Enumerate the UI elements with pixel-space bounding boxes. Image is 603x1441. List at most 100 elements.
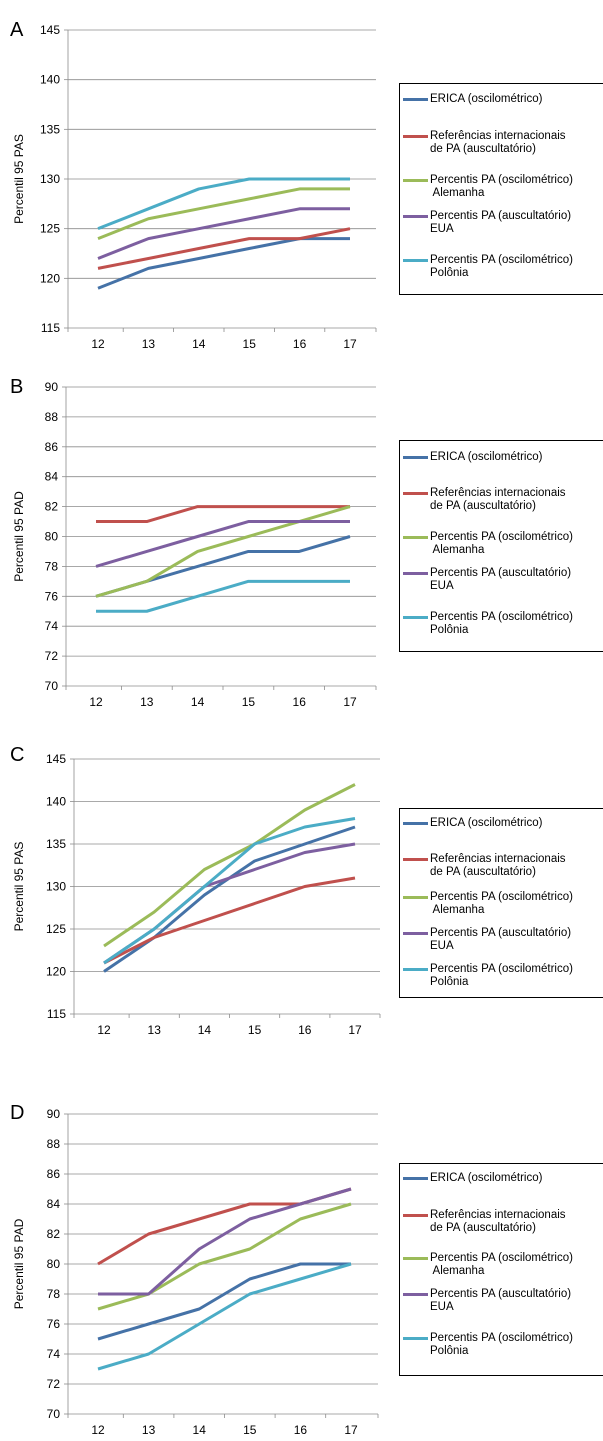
y-tick-label: 72 (47, 1377, 61, 1391)
legend-label: ERICA (oscilométrico) (430, 1172, 543, 1184)
panel-label-b: B (10, 376, 23, 398)
legend-swatch (403, 1293, 428, 1296)
x-tick-label: 12 (97, 1023, 111, 1037)
y-tick-label: 82 (47, 1227, 61, 1241)
y-tick-label: 135 (40, 122, 60, 136)
x-tick-label: 16 (294, 1423, 308, 1436)
series-line-3 (95, 505, 351, 598)
legend-label: Percentis PA (auscultatório) EUA (430, 210, 572, 235)
x-tick-label: 14 (191, 695, 205, 709)
x-tick-label: 12 (91, 1423, 105, 1436)
legend-swatch (403, 616, 428, 619)
y-tick-label: 125 (46, 922, 66, 936)
x-tick-label: 12 (89, 695, 103, 709)
series-line-5 (103, 817, 356, 965)
series-line-1 (97, 1262, 351, 1341)
legend-swatch (403, 932, 428, 935)
x-tick-label: 15 (248, 1023, 262, 1037)
y-tick-label: 88 (45, 410, 59, 424)
y-tick-label: 115 (41, 321, 60, 335)
y-tick-label: 145 (46, 752, 66, 766)
legend-label: ERICA (oscilométrico) (430, 93, 543, 105)
series-line-3 (97, 187, 350, 240)
legend-label: Percentis PA (oscilométrico) Alemanha (430, 174, 573, 199)
legend-swatch (403, 1177, 428, 1180)
legend-swatch (403, 1214, 428, 1217)
panel-label-a: A (10, 19, 24, 41)
legend-label: Percentis PA (oscilométrico) Polônia (430, 963, 573, 988)
legend-b: ERICA (oscilométrico) Referências interna… (399, 440, 603, 652)
y-tick-label: 140 (46, 795, 66, 809)
x-tick-label: 13 (142, 1423, 156, 1436)
y-tick-label: 86 (47, 1167, 61, 1181)
y-axis-label: Percentil 95 PAD (12, 491, 26, 582)
legend-swatch (403, 968, 428, 971)
series-line-2 (103, 876, 356, 965)
y-tick-label: 84 (47, 1197, 61, 1211)
legend-swatch (403, 858, 428, 861)
x-tick-label: 17 (344, 1423, 358, 1436)
x-tick-label: 15 (243, 337, 257, 351)
x-tick-label: 14 (193, 1423, 207, 1436)
y-tick-label: 78 (47, 1287, 61, 1301)
y-tick-label: 76 (47, 1317, 61, 1331)
y-tick-label: 74 (47, 1347, 61, 1361)
series-line-4 (98, 1187, 352, 1296)
y-tick-label: 140 (40, 73, 60, 87)
legend-swatch (403, 456, 428, 459)
x-tick-label: 15 (242, 695, 256, 709)
y-tick-label: 90 (47, 1107, 61, 1121)
legend-label: Percentis PA (oscilométrico) Alemanha (430, 531, 573, 556)
legend-label: Percentis PA (auscultatório) EUA (430, 1288, 572, 1313)
legend-swatch (403, 896, 428, 899)
legend-label: Percentis PA (oscilométrico) Alemanha (430, 1252, 573, 1277)
panel-b: B 70 72 74 76 78 80 82 84 86 88 90 12 13 14 15 16 17 Perce… (10, 376, 377, 709)
x-tick-label: 15 (243, 1423, 257, 1436)
x-tick-label: 13 (140, 695, 154, 709)
series-line-4 (97, 207, 350, 260)
legend-label: ERICA (oscilométrico) (430, 451, 543, 463)
legend-label: Percentis PA (oscilométrico) Alemanha (430, 891, 573, 916)
panel-label-d: D (10, 1102, 24, 1124)
panel-d: D 70 72 74 76 78 80 82 84 86 88 90 12 13 14 15 16 17 Perce… (10, 1102, 379, 1437)
x-tick-label: 16 (293, 695, 307, 709)
legend-label: Percentis PA (oscilométrico) Polônia (430, 1332, 573, 1357)
legend-label: Percentis PA (oscilométrico) Polônia (430, 611, 573, 636)
panel-a: A 115 120 125 130 135 140 145 12 13 14 15 16 17 Percen… (10, 19, 377, 351)
y-tick-label: 88 (47, 1137, 61, 1151)
y-tick-label: 70 (47, 1407, 61, 1421)
series-line-5 (97, 1262, 352, 1371)
panel-c: C 115 120 125 130 135 140 145 12 13 14 15 16 17 Percen… (10, 744, 381, 1037)
x-tick-label: 17 (343, 337, 357, 351)
y-tick-label: 78 (45, 559, 59, 573)
y-tick-label: 90 (45, 380, 59, 394)
legend-swatch (403, 259, 428, 262)
y-tick-label: 84 (45, 470, 59, 484)
legend-swatch (403, 536, 428, 539)
y-tick-label: 80 (47, 1257, 61, 1271)
y-tick-label: 115 (47, 1007, 66, 1021)
y-tick-label: 86 (45, 440, 59, 454)
panel-label-c: C (10, 744, 24, 766)
x-tick-label: 14 (192, 337, 206, 351)
legend-swatch (403, 492, 428, 495)
y-tick-label: 76 (45, 589, 59, 603)
y-tick-label: 130 (46, 880, 66, 894)
y-tick-label: 70 (45, 679, 59, 693)
legend-label: Referências internacionais de PA (auscul… (430, 487, 566, 512)
legend-swatch (403, 572, 428, 575)
legend-label: Referências internacionais de PA (auscul… (430, 853, 566, 878)
legend-swatch (403, 98, 428, 101)
series-line-1 (103, 825, 356, 973)
x-tick-label: 17 (348, 1023, 362, 1037)
x-tick-label: 13 (148, 1023, 162, 1037)
legend-swatch (403, 1257, 428, 1260)
y-tick-label: 130 (40, 172, 60, 186)
y-tick-label: 72 (45, 649, 59, 663)
legend-c: ERICA (oscilométrico) Referências interna… (399, 808, 603, 998)
x-tick-label: 14 (198, 1023, 212, 1037)
y-axis-label: Percentil 95 PAS (12, 134, 26, 224)
legend-label: Percentis PA (oscilométrico) Polônia (430, 254, 573, 279)
